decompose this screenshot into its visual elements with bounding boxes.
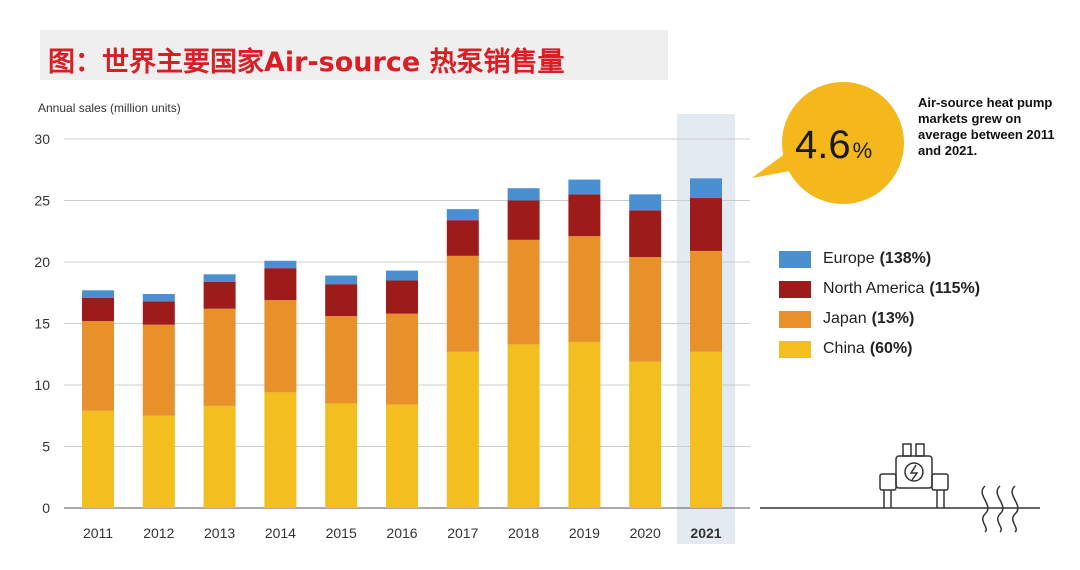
y-axis-label: Annual sales (million units) <box>38 101 181 115</box>
bar-segment-north-america <box>507 200 540 240</box>
x-tick-label: 2012 <box>143 525 174 541</box>
legend-percent: (138%) <box>879 250 932 267</box>
bar-segment-europe <box>629 194 662 211</box>
legend-swatch <box>779 250 811 268</box>
title-banner: 图：世界主要国家Air-source 热泵销售量 <box>40 30 668 80</box>
bar-segment-china <box>568 341 601 508</box>
legend-item-north-america: North America (115%) <box>779 279 980 299</box>
bar-segment-north-america <box>325 284 358 317</box>
bar-segment-north-america <box>568 194 601 237</box>
bar-segment-north-america <box>264 268 297 301</box>
bar-segment-europe <box>325 275 358 285</box>
chart-title: 图：世界主要国家Air-source 热泵销售量 <box>48 47 565 78</box>
bar-segment-japan <box>629 257 662 362</box>
callout-text: Air-source heat pump markets grew on ave… <box>918 95 1055 158</box>
legend-label: China <box>823 340 865 357</box>
bar-segment-north-america <box>142 301 175 325</box>
bar-segment-europe <box>142 293 175 302</box>
bar-segment-china <box>690 351 722 508</box>
bar-segment-japan <box>446 255 479 352</box>
bar-segment-china <box>507 344 540 508</box>
legend-swatch <box>779 280 811 298</box>
callout-value-unit: % <box>853 138 873 163</box>
x-tick-label: 2019 <box>569 525 600 541</box>
y-tick-label: 0 <box>42 500 50 516</box>
y-tick-label: 15 <box>34 316 50 332</box>
x-tick-label: 2015 <box>326 525 357 541</box>
bar-segment-japan <box>507 239 540 345</box>
y-tick-label: 10 <box>34 377 50 393</box>
bar-segment-europe <box>82 290 114 298</box>
bar-segment-north-america <box>629 210 662 258</box>
bar-segment-north-america <box>386 280 418 314</box>
bar-segment-japan <box>82 321 114 411</box>
bar-segment-japan <box>264 300 297 393</box>
bar-segment-north-america <box>82 297 114 322</box>
bar-segment-europe <box>690 178 722 199</box>
callout-circle <box>782 82 904 204</box>
bar-segment-europe <box>386 270 418 281</box>
y-tick-label: 25 <box>34 193 50 209</box>
legend-item-japan: Japan (13%) <box>779 309 914 329</box>
bar-segment-europe <box>568 179 601 195</box>
bar-segment-europe <box>507 188 540 201</box>
bar-segment-europe <box>203 274 236 282</box>
y-tick-label: 5 <box>42 439 50 455</box>
x-tick-label: 2017 <box>447 525 478 541</box>
x-tick-label: 2011 <box>83 525 113 541</box>
bar-segment-china <box>142 415 175 508</box>
bar-segment-north-america <box>690 198 722 251</box>
callout-value: 4.6% <box>795 123 872 167</box>
bar-segment-china <box>386 404 418 508</box>
bar-segment-europe <box>446 209 479 221</box>
legend-percent: (13%) <box>871 310 915 327</box>
x-tick-label: 2016 <box>386 525 417 541</box>
y-tick-label: 20 <box>34 254 50 270</box>
bar-segment-china <box>325 403 358 508</box>
bar-segment-china <box>629 361 662 508</box>
legend-swatch <box>779 340 811 358</box>
bar-segment-china <box>264 392 297 508</box>
bar-segment-china <box>203 405 236 508</box>
bar-segment-europe <box>264 260 297 269</box>
bar-segment-japan <box>386 313 418 405</box>
y-tick-label: 30 <box>34 131 50 147</box>
bar-segment-japan <box>142 324 175 416</box>
x-tick-label: 2018 <box>508 525 539 541</box>
bar-segment-china <box>446 351 479 508</box>
bar-segment-japan <box>203 308 236 406</box>
heat-pump-icon <box>879 443 949 508</box>
bar-segment-north-america <box>446 220 479 256</box>
legend-swatch <box>779 310 811 328</box>
callout-value-number: 4.6 <box>795 123 851 167</box>
callout-bubble: 4.6% <box>752 82 904 204</box>
x-tick-label: 2013 <box>204 525 235 541</box>
legend-percent: (115%) <box>929 280 981 297</box>
x-tick-label: 2014 <box>265 525 296 541</box>
bar-segment-north-america <box>203 281 236 309</box>
legend-item-china: China (60%) <box>779 339 913 359</box>
bar-segment-japan <box>690 250 722 352</box>
legend-label: Europe <box>823 250 875 267</box>
bar-segment-japan <box>568 236 601 342</box>
bar-segment-japan <box>325 316 358 404</box>
legend-item-europe: Europe (138%) <box>779 249 931 269</box>
bar-segment-china <box>82 410 114 508</box>
legend-label: North America <box>823 280 925 297</box>
heat-waves-icon <box>981 485 1019 533</box>
legend-percent: (60%) <box>869 340 913 357</box>
x-tick-label: 2021 <box>690 525 721 541</box>
legend-label: Japan <box>823 310 867 327</box>
x-tick-label: 2020 <box>630 525 661 541</box>
